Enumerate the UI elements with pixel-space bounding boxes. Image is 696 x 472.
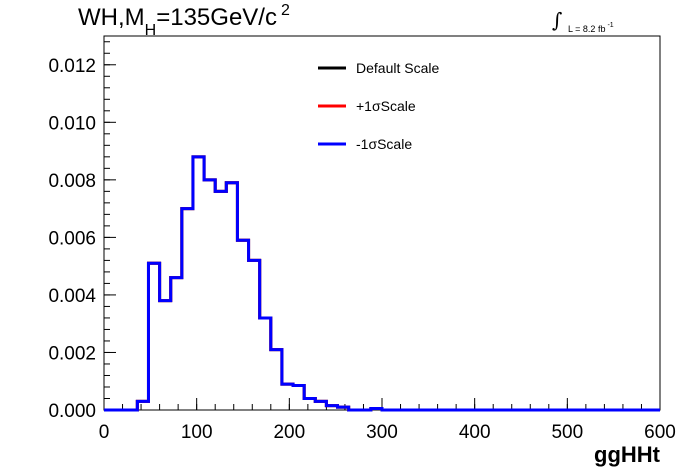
series-line [104,155,660,412]
luminosity-text: L = 8.2 fb [568,24,606,34]
x-tick-label: 500 [551,422,583,443]
y-tick-label: 0.000 [48,401,96,422]
title-main: WH,M [78,4,145,31]
x-tick-label: 400 [459,422,491,443]
x-axis-label: ggHHt [594,442,661,467]
y-tick-label: 0.008 [48,171,96,192]
y-tick-label: 0.010 [48,113,96,134]
y-tick-label: 0.004 [48,286,96,307]
title-subscript: H [144,22,157,39]
x-tick-label: 200 [273,422,305,443]
series-line [104,155,660,412]
x-tick-labels: 0 100 200 300 400 500 600 [99,422,676,443]
axis-ticks [103,41,661,411]
plot-frame [103,35,661,411]
legend: Default Scale +1σScale -1σScale [318,60,439,152]
y-tick-label: 0.012 [48,56,96,77]
x-tick-label: 100 [181,422,213,443]
title-superscript: 2 [280,2,290,19]
y-tick-label: 0.006 [48,228,96,249]
legend-label: -1σScale [356,136,412,152]
legend-label: +1σScale [356,98,416,114]
y-tick-label: 0.002 [48,343,96,364]
series-line [104,155,660,412]
chart-title: WH,MH=135GeV/c 2 [78,3,290,39]
title-rest: =135GeV/c [156,4,277,31]
x-tick-label: 300 [366,422,398,443]
y-tick-labels: 0.000 0.002 0.004 0.006 0.008 0.010 0.012 [48,56,96,422]
luminosity-superscript: -1 [607,22,614,29]
legend-label: Default Scale [356,60,439,76]
x-tick-label: 600 [644,422,676,443]
series-layer [104,155,660,412]
x-tick-label: 0 [99,422,110,443]
integral-symbol: ∫ [552,8,563,32]
